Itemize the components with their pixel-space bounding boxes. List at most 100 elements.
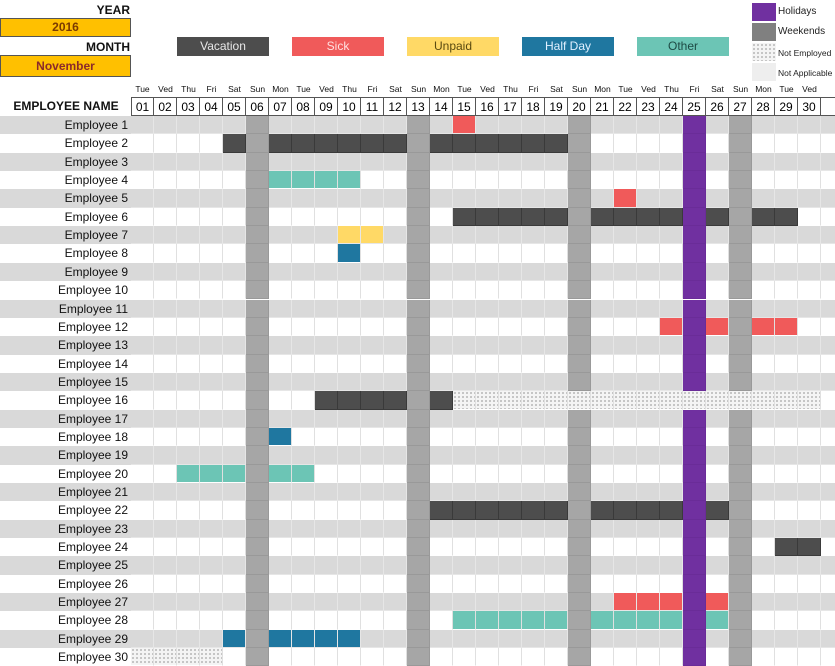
vacation-cell[interactable] bbox=[338, 134, 361, 153]
day-cell[interactable] bbox=[430, 483, 453, 502]
day-cell[interactable] bbox=[752, 427, 775, 447]
day-cell[interactable] bbox=[476, 446, 499, 465]
day-cell[interactable] bbox=[338, 519, 361, 539]
day-cell[interactable] bbox=[775, 593, 798, 612]
day-cell[interactable] bbox=[430, 648, 453, 666]
holiday-cell[interactable] bbox=[683, 483, 706, 502]
month-field[interactable]: November bbox=[0, 55, 131, 77]
day-cell[interactable] bbox=[177, 593, 200, 612]
day-cell[interactable] bbox=[361, 629, 384, 649]
day-cell[interactable] bbox=[706, 281, 729, 300]
day-cell[interactable] bbox=[131, 226, 154, 245]
day-cell[interactable] bbox=[453, 629, 476, 649]
employee-name[interactable]: Employee 20 bbox=[57, 466, 128, 481]
day-cell[interactable] bbox=[131, 336, 154, 355]
day-cell[interactable] bbox=[154, 519, 177, 539]
day-cell[interactable] bbox=[269, 648, 292, 666]
day-cell[interactable] bbox=[798, 134, 821, 153]
day-cell[interactable] bbox=[430, 244, 453, 263]
day-cell[interactable] bbox=[591, 226, 614, 245]
day-cell[interactable] bbox=[200, 556, 223, 575]
day-cell[interactable] bbox=[545, 427, 568, 447]
weekend-cell[interactable] bbox=[729, 262, 752, 282]
day-cell[interactable] bbox=[476, 354, 499, 373]
weekend-cell[interactable] bbox=[568, 464, 591, 483]
day-cell[interactable] bbox=[223, 116, 246, 135]
weekend-cell[interactable] bbox=[568, 409, 591, 428]
employee-name[interactable]: Employee 26 bbox=[57, 576, 128, 591]
day-cell[interactable] bbox=[637, 134, 660, 153]
day-cell[interactable] bbox=[499, 446, 522, 465]
day-cell[interactable] bbox=[131, 116, 154, 135]
day-cell[interactable] bbox=[499, 409, 522, 428]
day-cell[interactable] bbox=[591, 538, 614, 557]
day-cell[interactable] bbox=[131, 134, 154, 153]
day-cell[interactable] bbox=[338, 372, 361, 392]
day-cell[interactable] bbox=[476, 262, 499, 282]
day-cell[interactable] bbox=[591, 116, 614, 135]
day-cell[interactable] bbox=[476, 574, 499, 594]
weekend-cell[interactable] bbox=[568, 116, 591, 135]
day-cell[interactable] bbox=[614, 556, 637, 575]
day-cell[interactable] bbox=[315, 244, 338, 263]
day-cell[interactable] bbox=[384, 171, 407, 190]
day-cell[interactable] bbox=[338, 648, 361, 666]
day-cell[interactable] bbox=[177, 629, 200, 649]
employee-name[interactable]: Employee 2 bbox=[64, 136, 128, 151]
day-cell[interactable] bbox=[269, 501, 292, 520]
weekend-cell[interactable] bbox=[407, 152, 430, 172]
holiday-cell[interactable] bbox=[683, 134, 706, 153]
weekend-cell[interactable] bbox=[729, 281, 752, 300]
day-cell[interactable] bbox=[591, 336, 614, 355]
vacation-cell[interactable] bbox=[476, 134, 499, 153]
day-header[interactable]: 27 bbox=[729, 97, 752, 116]
not-employed-cell[interactable] bbox=[476, 391, 499, 410]
day-cell[interactable] bbox=[637, 409, 660, 428]
day-cell[interactable] bbox=[384, 116, 407, 135]
employee-name[interactable]: Employee 14 bbox=[57, 356, 128, 371]
weekend-cell[interactable] bbox=[246, 171, 269, 190]
weekend-cell[interactable] bbox=[729, 538, 752, 557]
day-cell[interactable] bbox=[775, 409, 798, 428]
weekend-cell[interactable] bbox=[568, 244, 591, 263]
not-employed-cell[interactable] bbox=[706, 391, 729, 410]
day-cell[interactable] bbox=[154, 556, 177, 575]
vacation-cell[interactable] bbox=[223, 134, 246, 153]
holiday-cell[interactable] bbox=[683, 538, 706, 557]
not-employed-cell[interactable] bbox=[522, 391, 545, 410]
day-cell[interactable] bbox=[660, 116, 683, 135]
day-cell[interactable] bbox=[384, 244, 407, 263]
day-cell[interactable] bbox=[545, 317, 568, 337]
day-cell[interactable] bbox=[338, 427, 361, 447]
day-cell[interactable] bbox=[338, 262, 361, 282]
day-cell[interactable] bbox=[177, 519, 200, 539]
day-cell[interactable] bbox=[223, 262, 246, 282]
day-cell[interactable] bbox=[453, 574, 476, 594]
day-cell[interactable] bbox=[338, 116, 361, 135]
day-cell[interactable] bbox=[798, 501, 821, 520]
day-cell[interactable] bbox=[338, 501, 361, 520]
day-cell[interactable] bbox=[798, 171, 821, 190]
day-cell[interactable] bbox=[223, 299, 246, 318]
day-cell[interactable] bbox=[706, 629, 729, 649]
day-cell[interactable] bbox=[545, 593, 568, 612]
day-cell[interactable] bbox=[775, 336, 798, 355]
day-cell[interactable] bbox=[453, 354, 476, 373]
employee-name[interactable]: Employee 24 bbox=[57, 540, 128, 555]
day-cell[interactable] bbox=[361, 648, 384, 666]
day-header[interactable]: 29 bbox=[775, 97, 798, 116]
vacation-cell[interactable] bbox=[453, 501, 476, 520]
day-header[interactable]: 12 bbox=[384, 97, 407, 116]
day-cell[interactable] bbox=[200, 538, 223, 557]
vacation-cell[interactable] bbox=[545, 134, 568, 153]
day-cell[interactable] bbox=[223, 648, 246, 666]
day-cell[interactable] bbox=[453, 556, 476, 575]
day-cell[interactable] bbox=[177, 207, 200, 227]
day-cell[interactable] bbox=[453, 281, 476, 300]
day-cell[interactable] bbox=[637, 171, 660, 190]
day-cell[interactable] bbox=[131, 611, 154, 630]
day-cell[interactable] bbox=[614, 152, 637, 172]
day-cell[interactable] bbox=[315, 409, 338, 428]
day-cell[interactable] bbox=[177, 262, 200, 282]
day-cell[interactable] bbox=[154, 244, 177, 263]
